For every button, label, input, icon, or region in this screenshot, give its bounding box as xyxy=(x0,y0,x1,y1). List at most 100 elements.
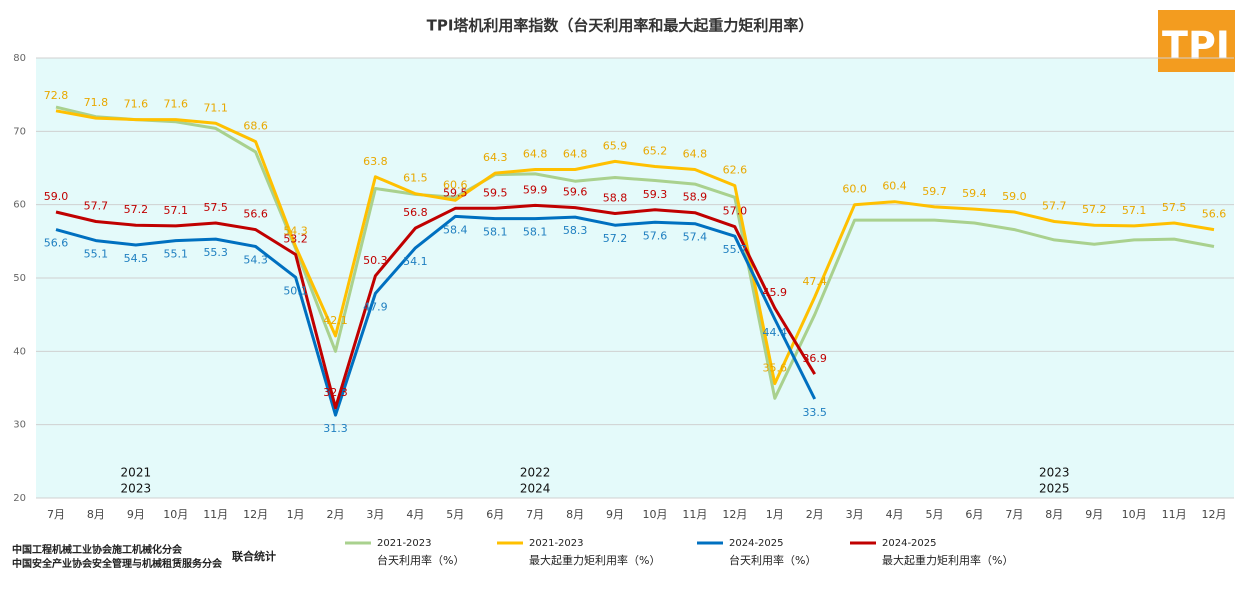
data-label: 61.5 xyxy=(403,172,428,185)
data-label: 57.7 xyxy=(84,200,109,213)
data-label: 57.2 xyxy=(1082,203,1107,216)
data-label: 71.1 xyxy=(203,101,228,114)
x-tick-label: 8月 xyxy=(87,508,105,521)
data-label: 64.8 xyxy=(683,147,708,160)
y-tick-label: 70 xyxy=(13,126,26,137)
legend-label: 2024-2025 xyxy=(882,538,937,549)
x-tick-label: 1月 xyxy=(766,508,784,521)
data-label: 57.2 xyxy=(124,203,149,216)
data-label: 59.5 xyxy=(483,186,508,199)
x-tick-label: 9月 xyxy=(606,508,624,521)
data-label: 72.8 xyxy=(44,89,69,102)
year-annotation: 2022 xyxy=(520,466,551,480)
x-tick-label: 7月 xyxy=(47,508,65,521)
data-label: 47.4 xyxy=(802,275,827,288)
data-label: 56.6 xyxy=(1202,208,1227,221)
legend-label: 最大起重力矩利用率（%） xyxy=(882,553,1013,567)
data-label: 57.6 xyxy=(643,229,668,242)
data-label: 53.2 xyxy=(283,233,308,246)
data-label: 44.4 xyxy=(763,326,788,339)
x-tick-label: 6月 xyxy=(965,508,983,521)
legend-label: 2021-2023 xyxy=(377,538,432,549)
data-label: 65.2 xyxy=(643,145,668,158)
year-annotation: 2024 xyxy=(520,482,551,496)
data-label: 57.5 xyxy=(1162,201,1187,214)
data-label: 71.6 xyxy=(164,98,189,111)
data-label: 59.9 xyxy=(523,183,548,196)
data-label: 59.7 xyxy=(922,185,947,198)
data-label: 55.1 xyxy=(164,248,189,261)
data-label: 68.6 xyxy=(243,120,268,133)
chart-title: TPI塔机利用率指数（台天利用率和最大起重力矩利用率） xyxy=(427,17,814,35)
legend-label: 台天利用率（%） xyxy=(729,553,816,567)
data-label: 60.4 xyxy=(882,180,907,193)
data-label: 32.3 xyxy=(323,386,348,399)
x-tick-label: 12月 xyxy=(722,508,747,521)
x-tick-label: 7月 xyxy=(1005,508,1023,521)
x-tick-label: 9月 xyxy=(1085,508,1103,521)
x-tick-label: 12月 xyxy=(243,508,268,521)
data-label: 58.1 xyxy=(483,226,508,239)
year-annotation: 2025 xyxy=(1039,482,1070,496)
data-label: 42.1 xyxy=(323,314,348,327)
x-tick-label: 4月 xyxy=(886,508,904,521)
data-label: 59.5 xyxy=(443,186,468,199)
y-tick-label: 40 xyxy=(13,346,26,357)
data-label: 58.9 xyxy=(683,191,708,204)
data-label: 56.6 xyxy=(44,237,69,250)
year-annotation: 2021 xyxy=(121,466,152,480)
data-label: 54.3 xyxy=(243,253,268,266)
data-label: 59.0 xyxy=(44,190,69,203)
data-label: 62.6 xyxy=(723,164,748,177)
x-tick-label: 2月 xyxy=(806,508,824,521)
legend-label: 最大起重力矩利用率（%） xyxy=(529,553,660,567)
x-tick-label: 3月 xyxy=(366,508,384,521)
x-tick-label: 1月 xyxy=(287,508,305,521)
data-label: 55.7 xyxy=(723,243,748,256)
data-label: 64.8 xyxy=(523,147,548,160)
data-label: 55.3 xyxy=(203,246,228,259)
y-tick-label: 30 xyxy=(13,420,26,431)
x-tick-label: 7月 xyxy=(526,508,544,521)
y-tick-label: 20 xyxy=(13,493,26,504)
logo-text: TPI xyxy=(1162,24,1230,68)
y-tick-label: 60 xyxy=(13,200,26,211)
x-tick-label: 4月 xyxy=(406,508,424,521)
data-label: 60.0 xyxy=(842,183,867,196)
data-label: 33.5 xyxy=(802,406,827,419)
year-annotation: 2023 xyxy=(121,482,152,496)
x-tick-label: 2月 xyxy=(327,508,345,521)
y-tick-label: 80 xyxy=(13,53,26,64)
x-tick-label: 10月 xyxy=(163,508,188,521)
x-tick-label: 9月 xyxy=(127,508,145,521)
data-label: 54.1 xyxy=(403,255,428,268)
data-label: 50.3 xyxy=(363,254,388,267)
data-label: 56.8 xyxy=(403,206,428,219)
data-label: 71.6 xyxy=(124,98,149,111)
x-tick-label: 11月 xyxy=(1162,508,1187,521)
data-label: 57.0 xyxy=(723,205,748,218)
data-label: 59.3 xyxy=(643,188,668,201)
data-label: 58.4 xyxy=(443,223,468,236)
data-label: 58.8 xyxy=(603,191,628,204)
x-tick-label: 5月 xyxy=(926,508,944,521)
data-label: 57.1 xyxy=(1122,204,1147,217)
data-label: 57.2 xyxy=(603,232,628,245)
data-label: 54.3 xyxy=(283,224,308,237)
x-tick-label: 10月 xyxy=(1122,508,1147,521)
x-tick-label: 8月 xyxy=(1045,508,1063,521)
data-label: 57.1 xyxy=(164,204,189,217)
data-label: 60.6 xyxy=(443,178,468,191)
data-label: 57.4 xyxy=(683,231,708,244)
data-label: 59.4 xyxy=(962,187,987,200)
data-label: 54.5 xyxy=(124,252,149,265)
series-line xyxy=(55,109,1215,386)
data-label: 58.3 xyxy=(563,224,588,237)
year-annotation: 2023 xyxy=(1039,466,1070,480)
legend-label: 2024-2025 xyxy=(729,538,784,549)
data-label: 65.9 xyxy=(603,139,628,152)
data-label: 45.9 xyxy=(763,286,788,299)
x-tick-label: 8月 xyxy=(566,508,584,521)
data-label: 57.7 xyxy=(1042,200,1067,213)
